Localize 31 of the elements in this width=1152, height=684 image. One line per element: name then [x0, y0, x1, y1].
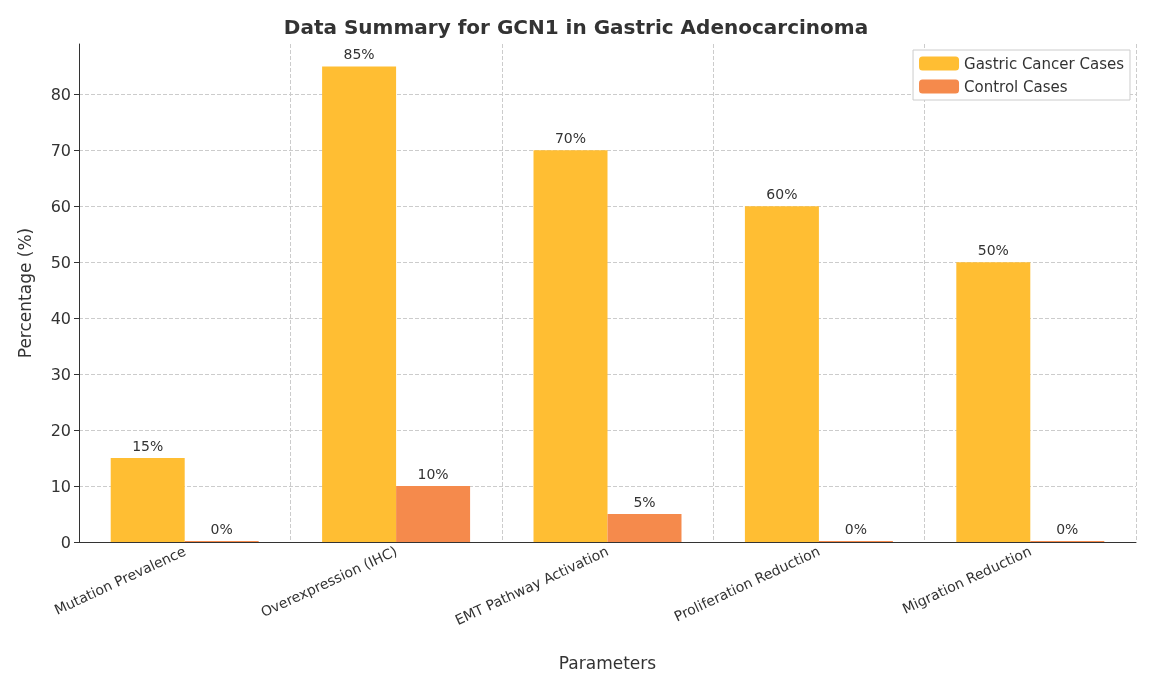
y-tick-label: 0	[60, 532, 71, 552]
legend-label: Gastric Cancer Cases	[964, 54, 1125, 73]
y-tick-label: 20	[50, 420, 71, 440]
bar	[110, 458, 185, 542]
data-label: 0%	[210, 521, 233, 537]
y-axis-title: Percentage (%)	[14, 227, 35, 359]
data-label: 60%	[766, 186, 798, 203]
bar	[607, 514, 682, 542]
y-tick-label: 50	[50, 252, 71, 272]
data-label: 5%	[633, 494, 656, 511]
legend-label: Control Cases	[964, 77, 1068, 96]
data-label: 10%	[417, 466, 449, 483]
bar	[396, 486, 471, 542]
data-label: 0%	[1056, 521, 1079, 537]
bar	[322, 66, 397, 542]
data-label: 70%	[554, 130, 587, 147]
y-tick-label: 60	[50, 196, 71, 216]
data-label: 15%	[132, 438, 164, 455]
y-tick-label: 30	[50, 364, 71, 384]
bar	[744, 206, 819, 542]
x-axis-title: Parameters	[558, 652, 657, 673]
y-tick-label: 40	[50, 308, 71, 328]
y-tick-label: 10	[50, 476, 71, 496]
y-tick-label: 80	[50, 84, 71, 104]
data-label: 50%	[977, 242, 1009, 259]
chart-title: Data Summary for GCN1 in Gastric Adenocarcinoma	[283, 15, 869, 39]
bar	[956, 262, 1031, 542]
y-tick-label: 70	[50, 140, 71, 160]
data-label: 85%	[343, 46, 375, 63]
bar	[533, 150, 608, 542]
data-label: 0%	[844, 521, 867, 537]
